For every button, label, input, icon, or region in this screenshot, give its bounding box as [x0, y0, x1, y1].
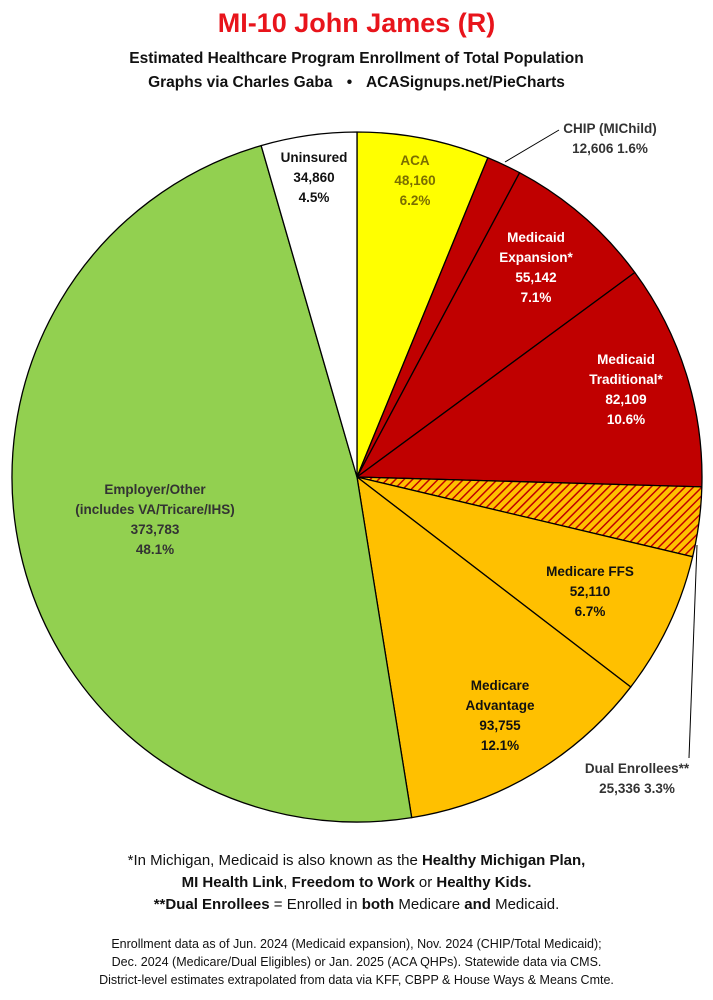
slice-label-dual-enrollees: Dual Enrollees** 25,336 3.3% — [585, 761, 690, 796]
note-text: Medicaid. — [490, 896, 560, 913]
pie-slices — [11, 131, 703, 823]
chart-subtitle: Estimated Healthcare Program Enrollment … — [129, 50, 584, 67]
note-bold: **Dual Enrollees — [153, 896, 270, 913]
note-bold: Healthy Michigan Plan, — [421, 852, 586, 869]
pie-slice-medicaid-traditional — [356, 271, 703, 488]
pie-slice-medicaid-expansion — [356, 172, 636, 478]
chart-credit-line: Graphs via Charles Gaba • ACASignups.net… — [0, 74, 713, 92]
pie-slice-aca — [356, 131, 489, 478]
leader-line-dual-enrollees — [688, 544, 698, 759]
slice-label-medicare-ffs: Medicare FFS 52,110 6.7% — [546, 564, 634, 619]
slice-label-aca: ACA 48,160 6.2% — [394, 153, 435, 208]
slice-label-uninsured: Uninsured 34,860 4.5% — [281, 150, 348, 205]
footer-line-1: Enrollment data as of Jun. 2024 (Medicai… — [111, 937, 602, 951]
footer-sources: Enrollment data as of Jun. 2024 (Medicai… — [0, 935, 713, 989]
bullet-separator: • — [346, 74, 353, 91]
slice-label-medicaid-traditional: Medicaid Traditional* 82,109 10.6% — [589, 352, 663, 427]
slice-label-chip: CHIP (MIChild) 12,606 1.6% — [563, 121, 657, 156]
slice-labels: ACA 48,160 6.2% CHIP (MIChild) 12,606 1.6% Me… — [75, 121, 690, 796]
pie-slice-uninsured — [260, 131, 358, 478]
notes-block: *In Michigan, Medicaid is also known as … — [0, 850, 713, 916]
note-text: Medicare — [394, 896, 465, 913]
note-bold: MI Health Link — [181, 874, 284, 891]
note-text: or — [414, 874, 437, 891]
chart-title: MI-10 John James (R) — [217, 8, 496, 38]
pie-slice-medicare-advantage — [356, 476, 632, 819]
footer-line-3: District-level estimates extrapolated fr… — [99, 973, 614, 987]
slice-label-employer-other: Employer/Other (includes VA/Tricare/IHS) 3… — [75, 482, 235, 557]
pie-slice-medicare-ffs — [356, 476, 694, 688]
note-text: = Enrolled in — [269, 896, 362, 913]
note-bold: Freedom to Work — [291, 874, 415, 891]
slice-label-medicare-advantage: Medicare Advantage 93,755 12.1% — [465, 678, 535, 753]
leader-line-chip — [504, 129, 560, 163]
leader-lines — [504, 129, 698, 759]
note-text: , — [283, 874, 292, 891]
note-line-3: **Dual Enrollees = Enrolled in both Medi… — [0, 894, 713, 916]
note-line-1: *In Michigan, Medicaid is also known as … — [0, 850, 713, 872]
note-bold: and — [464, 896, 491, 913]
note-bold: Healthy Kids. — [436, 874, 532, 891]
note-line-2: MI Health Link, Freedom to Work or Healt… — [0, 872, 713, 894]
pie-slice-employer-other — [11, 144, 413, 823]
note-bold: both — [361, 896, 395, 913]
slice-label-medicaid-expansion: Medicaid Expansion* 55,142 7.1% — [499, 230, 573, 305]
site-link[interactable]: ACASignups.net/PieCharts — [365, 74, 565, 91]
footer-line-2: Dec. 2024 (Medicare/Dual Eligibles) or J… — [111, 955, 602, 969]
credit-text: Graphs via Charles Gaba — [148, 74, 333, 91]
note-text: *In Michigan, Medicaid is also known as … — [127, 852, 422, 869]
pie-chart: ACA 48,160 6.2% CHIP (MIChild) 12,606 1.6% Me… — [11, 121, 703, 823]
